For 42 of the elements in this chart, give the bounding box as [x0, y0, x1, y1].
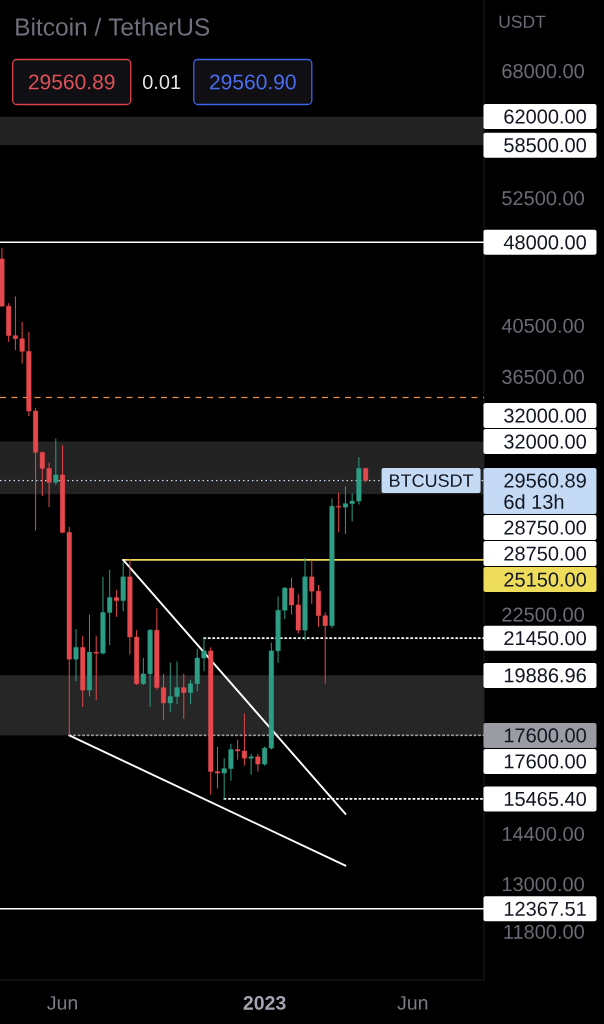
candlestick	[248, 753, 254, 776]
x-tick-label: Jun	[397, 996, 428, 1010]
y-tick-label: 36500.00	[502, 369, 584, 384]
y-tick-label: 40500.00	[501, 318, 584, 333]
ref-line-label: 48000.00	[503, 235, 586, 250]
candlestick	[93, 635, 99, 701]
annotation: 17600.00	[504, 754, 586, 769]
annotation: 28750.00	[504, 520, 586, 535]
ref-line-label: 12367.51	[504, 901, 586, 916]
y-tick-label: 13000.00	[502, 877, 584, 892]
y-axis-title: USDT	[499, 15, 546, 28]
candlestick	[73, 628, 79, 682]
annotation: 58500.00	[504, 138, 586, 153]
annotation: 19886.96	[504, 668, 586, 683]
y-tick-label: 52500.00	[502, 191, 584, 206]
annotation: 0.01	[143, 74, 181, 90]
candlestick	[113, 589, 119, 618]
annotation: 6d 13h	[504, 494, 564, 509]
candlestick	[120, 561, 126, 612]
annotation: 32000.00	[504, 408, 586, 423]
annotation: 25150.00	[504, 572, 586, 587]
candlestick	[255, 753, 261, 773]
annotation: 21450.00	[504, 631, 586, 646]
annotation: 17600.00	[504, 728, 586, 743]
ref-line-label: 29560.89	[504, 473, 586, 488]
y-tick-label: 14400.00	[502, 826, 584, 842]
y-tick-label: 11800.00	[504, 924, 584, 939]
annotation: 15465.40	[504, 791, 586, 807]
y-tick-label: 68000.00	[502, 64, 584, 79]
annotation: 62000.00	[504, 109, 586, 124]
candlestick	[336, 491, 342, 533]
text: Bitcoin / TetherUS	[16, 17, 210, 36]
x-tick-label: Jun	[47, 996, 77, 1010]
annotation: 32000.00	[504, 434, 586, 449]
annotation: BTCUSDT	[390, 474, 474, 487]
x-tick-label: 2023	[243, 996, 286, 1010]
candlestick	[53, 438, 59, 486]
annotation: 28750.00	[504, 546, 586, 561]
annotation: 29560.90	[210, 74, 296, 90]
candlestick	[181, 673, 187, 720]
annotation: 29560.89	[28, 74, 115, 90]
y-tick-label: 22500.00	[502, 607, 584, 622]
